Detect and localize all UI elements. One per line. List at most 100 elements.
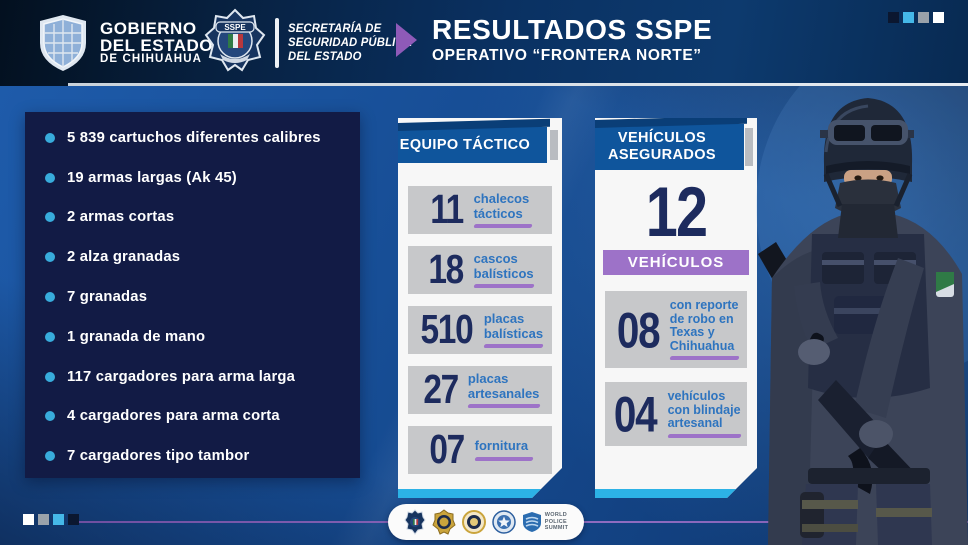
deco-square-cyan [903, 12, 914, 23]
list-item: 19 armas largas (Ak 45) [45, 158, 350, 198]
bullet-icon [45, 292, 55, 303]
stat-label: chalecos tácticos [473, 191, 530, 221]
seizure-text: 7 granadas [67, 289, 148, 306]
stat-value: 04 [614, 385, 657, 442]
stat-row: 18 cascos balísticos [408, 246, 552, 294]
seizure-text: 1 granada de mano [67, 328, 206, 345]
stat-label: cascos balísticos [473, 251, 534, 281]
purple-underline [669, 356, 739, 360]
stat-row: 27 placas artesanales [408, 366, 552, 414]
stat-row: 04 vehículos con blindaje artesanal [605, 382, 747, 446]
vehicles-card: VEHÍCULOS ASEGURADOS 12 VEHÍCULOS 08 con… [595, 118, 757, 498]
bullet-icon [45, 132, 55, 143]
tactical-equipment-card: EQUIPO TÁCTICO 11 chalecos tácticos 18 c… [398, 118, 562, 498]
stat-value: 07 [429, 427, 465, 473]
list-item: 117 cargadores para arma larga [45, 357, 350, 397]
bullet-icon [45, 411, 55, 422]
list-item: 2 alza granadas [45, 237, 350, 277]
stat-row: 07 fornitura [408, 426, 552, 474]
deco-square-cyan [53, 514, 64, 525]
stat-label: placas balísticas [483, 311, 544, 341]
stat-row: 11 chalecos tácticos [408, 186, 552, 234]
list-item: 5 839 cartuchos diferentes calibres [45, 118, 350, 158]
purple-underline [473, 224, 532, 228]
stat-label-wrap: cascos balísticos [474, 252, 534, 287]
stat-label-wrap: chalecos tácticos [474, 192, 532, 227]
list-item: 1 granada de mano [45, 317, 350, 357]
gold-ring-badge-icon [461, 510, 486, 534]
list-item: 7 cargadores tipo tambor [45, 436, 350, 476]
stat-label: fornitura [474, 438, 529, 454]
purple-underline [483, 344, 544, 348]
gov-line1: GOBIERNO [100, 18, 197, 38]
purple-underline [667, 434, 741, 438]
deco-squares-top [888, 12, 944, 23]
deco-square-gray [38, 514, 49, 525]
list-item: 7 granadas [45, 277, 350, 317]
ribbon-shadow [550, 130, 558, 160]
stat-label-wrap: placas artesanales [468, 372, 540, 407]
government-logo-text: GOBIERNO DEL ESTADO DE CHIHUAHUA [100, 18, 213, 66]
card-accent-strip [398, 489, 562, 498]
title-arrow-icon [396, 23, 417, 57]
stat-value: 18 [428, 247, 464, 293]
deco-square-white [23, 514, 34, 525]
card-accent-strip [595, 489, 757, 498]
seizure-text: 2 armas cortas [67, 209, 175, 226]
stat-label: con reporte de robo en Texas y Chihuahua [669, 298, 739, 353]
chihuahua-shield-icon [40, 15, 86, 71]
logo-divider [275, 18, 279, 68]
police-officer-photo [756, 86, 968, 545]
stat-label-wrap: con reporte de robo en Texas y Chihuahua [670, 299, 739, 360]
seizure-text: 117 cargadores para arma larga [67, 368, 296, 385]
sspe-logo-text: SECRETARÍA DE SEGURIDAD PÚBLICA DEL ESTA… [288, 21, 413, 63]
footer-logos: WORLD POLICE SUMMIT [388, 504, 584, 540]
deco-square-navy [68, 514, 79, 525]
stat-label-wrap: vehículos con blindaje artesanal [668, 390, 741, 438]
bullet-icon [45, 371, 55, 382]
vehicles-total-label: VEHÍCULOS [603, 250, 749, 275]
world-police-summit-logo: WORLD POLICE SUMMIT [522, 511, 569, 533]
deco-squares-bottom [23, 514, 79, 525]
stat-value: 08 [616, 301, 659, 358]
gov-line3: DE CHIHUAHUA [100, 53, 203, 66]
purple-underline [467, 404, 540, 408]
stat-label: placas artesanales [467, 371, 540, 401]
seizure-text: 5 839 cartuchos diferentes calibres [67, 129, 321, 146]
bullet-icon [45, 212, 55, 223]
seizure-text: 7 cargadores tipo tambor [67, 448, 250, 465]
seizure-text: 2 alza granadas [67, 249, 181, 266]
page-title: RESULTADOS SSPE [432, 14, 713, 45]
deco-square-gray [918, 12, 929, 23]
seizure-text: 4 cargadores para arma corta [67, 408, 280, 425]
bullet-icon [45, 451, 55, 462]
title-block: RESULTADOS SSPE OPERATIVO “FRONTERA NORT… [432, 15, 712, 65]
stat-value: 27 [422, 367, 458, 413]
gold-badge-icon [432, 509, 456, 535]
stat-value: 510 [420, 307, 473, 353]
page-subtitle: OPERATIVO “FRONTERA NORTE” [432, 47, 702, 65]
summit-text: WORLD POLICE SUMMIT [544, 511, 569, 532]
bullet-icon [45, 172, 55, 183]
purple-underline [474, 457, 533, 461]
stat-row: 510 placas balísticas [408, 306, 552, 354]
seizure-text: 19 armas largas (Ak 45) [67, 169, 237, 186]
stat-label: vehículos con blindaje artesanal [667, 389, 741, 430]
list-item: 2 armas cortas [45, 198, 350, 238]
seizures-panel: 5 839 cartuchos diferentes calibres 19 a… [25, 112, 360, 478]
summit-shield-icon [522, 512, 541, 532]
deco-square-white [933, 12, 944, 23]
sspe-logo: SSPE SECRETARÍA DE SEGURIDAD PÚBLICA DEL… [204, 8, 420, 78]
sspe-badge-icon: SSPE [204, 8, 266, 72]
purple-underline [473, 284, 534, 288]
bullet-icon [45, 331, 55, 342]
header-bar: GOBIERNO DEL ESTADO DE CHIHUAHUA SSPE SE… [0, 0, 968, 86]
stat-value: 11 [430, 187, 464, 233]
ribbon-shadow [745, 128, 753, 166]
star-badge-icon [492, 510, 516, 534]
deco-square-navy [888, 12, 899, 23]
bullet-icon [45, 252, 55, 263]
sspe-badge-small-icon [404, 509, 426, 535]
seizures-list: 5 839 cartuchos diferentes calibres 19 a… [25, 112, 360, 476]
